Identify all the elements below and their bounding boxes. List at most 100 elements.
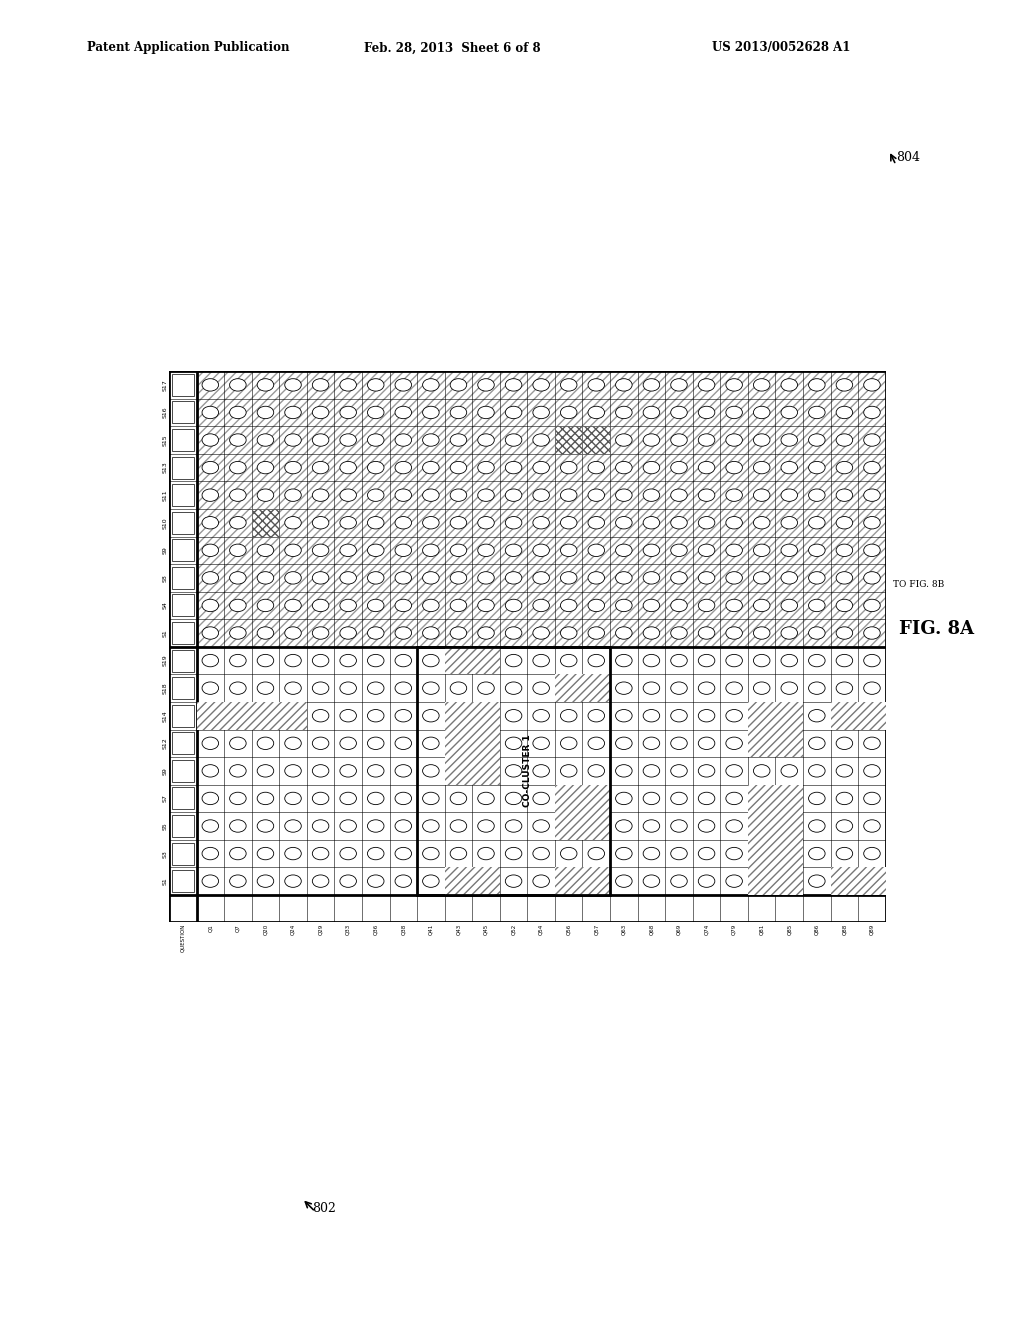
Bar xyxy=(444,730,472,758)
Bar xyxy=(444,867,472,895)
Ellipse shape xyxy=(588,544,604,557)
Ellipse shape xyxy=(615,847,632,859)
Bar xyxy=(666,619,693,647)
Ellipse shape xyxy=(532,737,550,750)
Ellipse shape xyxy=(423,764,439,777)
Ellipse shape xyxy=(202,764,218,777)
Bar xyxy=(172,401,194,424)
Ellipse shape xyxy=(837,792,853,805)
Ellipse shape xyxy=(781,764,798,777)
Bar xyxy=(610,399,638,426)
Ellipse shape xyxy=(837,379,853,391)
Bar xyxy=(172,788,194,809)
Bar xyxy=(172,814,194,837)
Bar xyxy=(666,426,693,454)
Bar xyxy=(555,482,583,510)
Text: S13: S13 xyxy=(163,462,168,474)
Ellipse shape xyxy=(754,434,770,446)
Bar xyxy=(472,867,500,895)
Ellipse shape xyxy=(505,847,522,859)
Ellipse shape xyxy=(671,737,687,750)
Text: S14: S14 xyxy=(163,710,168,722)
Ellipse shape xyxy=(837,820,853,832)
Bar xyxy=(169,426,197,454)
Text: S8: S8 xyxy=(163,574,168,582)
Bar xyxy=(748,619,775,647)
Bar xyxy=(335,619,361,647)
Ellipse shape xyxy=(368,627,384,639)
Bar xyxy=(858,564,886,591)
Ellipse shape xyxy=(202,544,218,557)
Ellipse shape xyxy=(532,792,550,805)
Bar xyxy=(307,536,335,564)
Text: S18: S18 xyxy=(163,682,168,694)
Bar xyxy=(472,758,500,784)
Ellipse shape xyxy=(229,682,246,694)
Ellipse shape xyxy=(202,516,218,529)
Bar xyxy=(583,591,610,619)
Ellipse shape xyxy=(340,488,356,502)
Bar xyxy=(748,812,775,840)
Ellipse shape xyxy=(229,462,246,474)
Ellipse shape xyxy=(285,764,301,777)
Ellipse shape xyxy=(863,572,881,583)
Bar xyxy=(693,536,720,564)
Ellipse shape xyxy=(698,462,715,474)
Ellipse shape xyxy=(478,599,495,611)
Ellipse shape xyxy=(643,627,659,639)
Ellipse shape xyxy=(754,462,770,474)
Bar xyxy=(666,591,693,619)
Ellipse shape xyxy=(837,407,853,418)
Ellipse shape xyxy=(451,710,467,722)
Ellipse shape xyxy=(505,516,522,529)
Bar xyxy=(583,675,610,702)
Bar xyxy=(555,371,583,399)
Bar xyxy=(775,730,803,758)
Ellipse shape xyxy=(588,737,604,750)
Ellipse shape xyxy=(863,627,881,639)
Bar xyxy=(444,647,472,675)
Bar xyxy=(610,536,638,564)
Ellipse shape xyxy=(368,682,384,694)
Bar xyxy=(500,536,527,564)
Ellipse shape xyxy=(588,792,604,805)
Text: S4: S4 xyxy=(163,602,168,610)
Bar xyxy=(335,426,361,454)
Bar xyxy=(444,371,472,399)
Bar xyxy=(172,512,194,533)
Bar xyxy=(335,371,361,399)
Ellipse shape xyxy=(505,655,522,667)
Bar xyxy=(172,594,194,616)
Bar xyxy=(389,482,417,510)
Ellipse shape xyxy=(340,407,356,418)
Ellipse shape xyxy=(588,682,604,694)
Ellipse shape xyxy=(395,847,412,859)
Text: Patent Application Publication: Patent Application Publication xyxy=(87,41,290,54)
Bar xyxy=(252,564,280,591)
Bar xyxy=(197,536,224,564)
Ellipse shape xyxy=(643,655,659,667)
Ellipse shape xyxy=(312,764,329,777)
Bar xyxy=(252,510,280,536)
Bar xyxy=(775,591,803,619)
Bar xyxy=(610,482,638,510)
Ellipse shape xyxy=(312,462,329,474)
Bar xyxy=(830,619,858,647)
Ellipse shape xyxy=(202,655,218,667)
Bar xyxy=(775,730,803,758)
Ellipse shape xyxy=(340,737,356,750)
Bar xyxy=(500,564,527,591)
Ellipse shape xyxy=(588,764,604,777)
Bar xyxy=(583,371,610,399)
Ellipse shape xyxy=(698,627,715,639)
Ellipse shape xyxy=(340,379,356,391)
Ellipse shape xyxy=(202,875,218,887)
Ellipse shape xyxy=(368,407,384,418)
Ellipse shape xyxy=(285,737,301,750)
Ellipse shape xyxy=(588,627,604,639)
Ellipse shape xyxy=(809,875,825,887)
Bar xyxy=(803,895,830,923)
Bar xyxy=(252,591,280,619)
Ellipse shape xyxy=(781,710,798,722)
Ellipse shape xyxy=(229,627,246,639)
